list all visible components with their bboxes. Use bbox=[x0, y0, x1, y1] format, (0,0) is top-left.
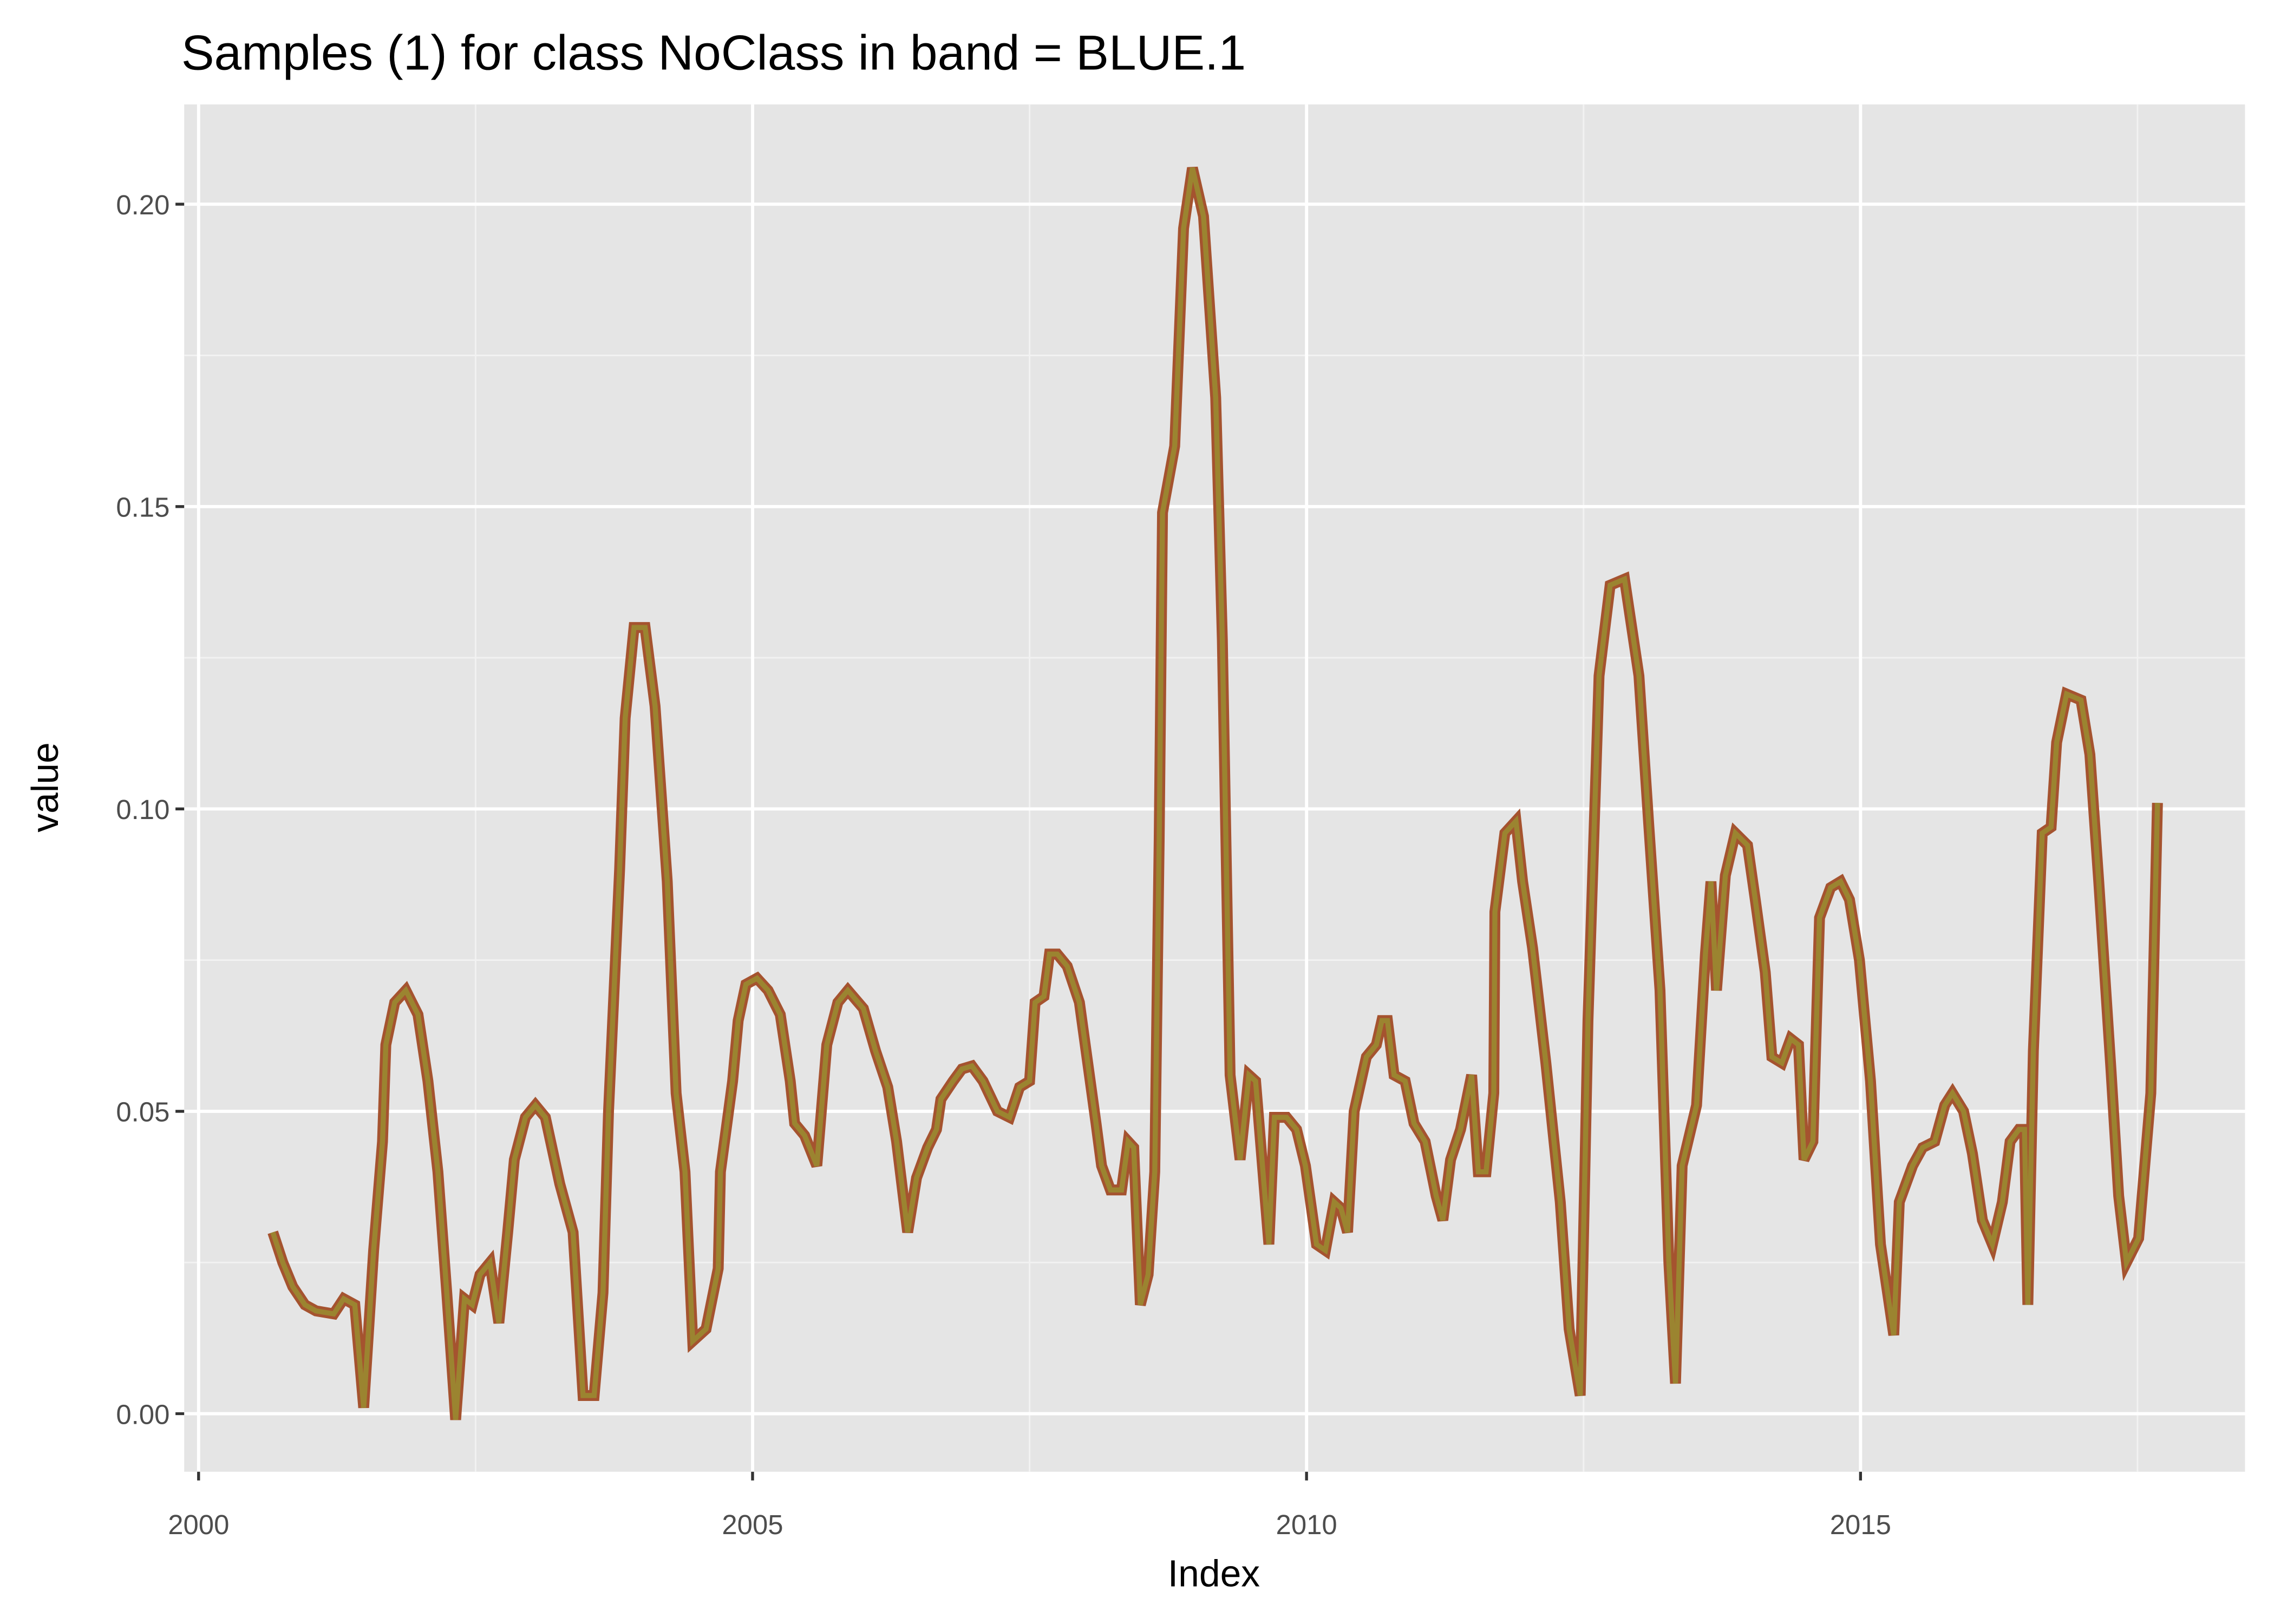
x-tick-label: 2000 bbox=[168, 1509, 229, 1540]
x-axis-title: Index bbox=[1168, 1552, 1260, 1594]
chart-title: Samples (1) for class NoClass in band = … bbox=[181, 26, 1246, 81]
y-tick-label: 0.10 bbox=[116, 794, 169, 825]
y-axis-title: value bbox=[24, 742, 66, 832]
line bbox=[270, 167, 2160, 1420]
x-tick-label: 2005 bbox=[722, 1509, 783, 1540]
y-tick-label: 0.20 bbox=[116, 189, 169, 220]
y-tick-label: 0.15 bbox=[116, 492, 169, 523]
x-tick-label: 2015 bbox=[1830, 1509, 1891, 1540]
y-tick-label: 0.05 bbox=[116, 1097, 169, 1128]
y-tick-label: 0.00 bbox=[116, 1399, 169, 1430]
x-tick-label: 2010 bbox=[1276, 1509, 1337, 1540]
